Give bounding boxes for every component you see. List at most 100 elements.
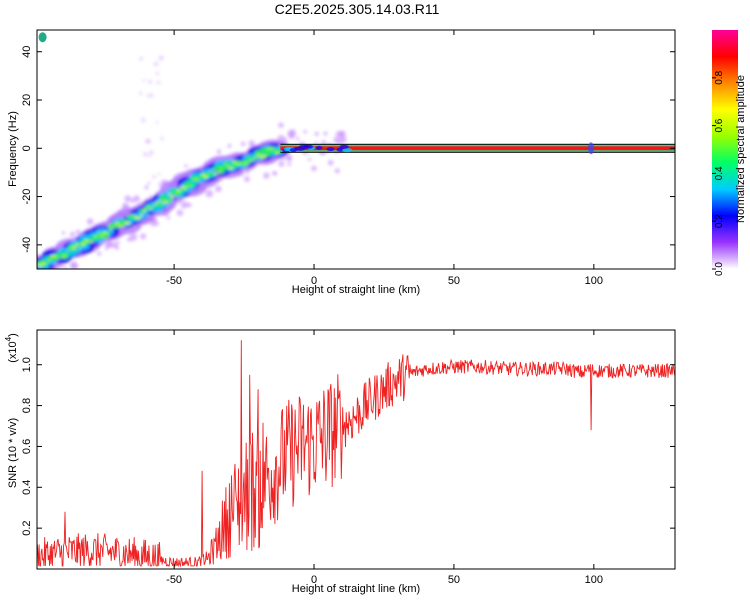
spectrogram-ridge-blob: [214, 165, 223, 171]
spectrogram-ridge-blob: [158, 199, 162, 202]
spectrogram-y-tick-label: 40: [21, 46, 33, 58]
spectrogram-ridge-blob: [209, 172, 216, 177]
zero-band-blob: [326, 147, 335, 152]
spectrogram-ridge-blob: [63, 255, 66, 257]
snr-y-tick-label: 0.8: [21, 398, 33, 413]
spectrogram-ridge-blob: [41, 262, 45, 265]
spectrogram-speck: [334, 168, 340, 174]
snr-y-tick-label: 0.6: [21, 439, 33, 454]
spectrogram-ridge-blob: [167, 193, 171, 195]
spectrogram-ridge-blob: [89, 235, 95, 239]
spectrogram-y-tick-label: -20: [21, 189, 33, 205]
spectrogram-ridge-blob: [244, 163, 248, 165]
zero-band-blob: [298, 144, 310, 149]
spectrogram-ridge-blob: [211, 169, 214, 171]
spectrogram-ridge-blob: [199, 181, 201, 183]
spectrogram-speck: [116, 240, 120, 245]
spectrogram-x-tick-label: -50: [166, 275, 182, 287]
spectrogram-ridge-blob: [204, 176, 209, 179]
spectrogram-ridge-blob: [259, 155, 264, 158]
snr-plot-area: [37, 330, 675, 569]
spectrogram-speck: [184, 164, 188, 168]
spectrogram-speck: [142, 151, 148, 157]
spectrogram-ridge-blob: [156, 203, 164, 208]
spectrogram-ridge-blob: [51, 256, 59, 261]
spectrogram-ridge-blob: [248, 160, 251, 162]
spectrogram-ridge-blob: [66, 249, 69, 251]
spectrogram-ridge-blob: [269, 148, 273, 150]
spectrogram-speck: [311, 165, 317, 172]
snr-series-line: [37, 340, 675, 568]
spectrogram-ridge-blob: [254, 156, 257, 158]
spectrogram-ridge-blob: [250, 157, 255, 161]
zero-band-blob: [342, 148, 353, 153]
spectrogram-ridge-blob: [208, 170, 211, 172]
spectrogram-ridge-blob: [183, 186, 187, 189]
spectrogram-speck: [336, 137, 343, 145]
spectrogram-speck: [314, 141, 318, 145]
snr-frame: [36, 329, 676, 570]
colorbar-ticks: 0.0 0.2 0.4 0.6 0.8: [712, 70, 725, 276]
spectrogram-ridge-blob: [88, 241, 91, 243]
spectrogram-ridge-blob: [109, 227, 113, 230]
spectrogram-ridge-blob: [224, 161, 232, 166]
spectrogram-ridge-blob: [85, 238, 93, 243]
spectrogram-ridge-blob: [70, 248, 72, 250]
spectrogram-x-tick-label: 50: [448, 275, 460, 287]
colorbar: 0.0 0.2 0.4 0.6 0.8 Normalized spectral ampl…: [712, 30, 747, 276]
snr-multiplier-base: (x10: [7, 341, 19, 362]
spectrogram-ridge-blob: [230, 164, 238, 169]
spectrogram-speck: [36, 272, 40, 276]
spectrogram-speck: [277, 134, 285, 143]
spectrogram-ridge-blob: [263, 151, 273, 157]
colorbar-tick-label: 0.6: [714, 118, 725, 132]
spectrogram-ridge-blob: [179, 185, 184, 189]
spectrogram-ridge-blob: [38, 264, 42, 267]
spectrogram-speck: [142, 79, 146, 83]
snr-x-tick-label: 100: [585, 574, 603, 586]
spectrogram-ridge-blob: [254, 150, 263, 156]
spectrogram-speck: [133, 195, 140, 203]
spectrogram-ridge-blob: [273, 147, 275, 149]
spectrogram-ridge-blob: [94, 235, 97, 238]
spectrogram-ridge-blob: [65, 251, 71, 255]
spectrogram-speck: [295, 136, 300, 141]
spectrogram-speck: [215, 185, 222, 193]
spectrogram-speck: [141, 117, 146, 123]
spectrogram-speck: [166, 216, 171, 220]
colorbar-tick-label: 0.2: [714, 214, 725, 228]
spectrogram-ridge-blob: [57, 258, 60, 260]
spectrogram-speck: [144, 185, 149, 190]
spectrogram-speck: [244, 176, 250, 183]
spectrogram-speck: [335, 130, 343, 138]
spectrogram-ridge-blob: [134, 216, 137, 218]
spectrogram-ridge-blob: [190, 185, 192, 187]
spectrogram-y-tick-label: 0: [21, 145, 33, 151]
spectrogram-ridge-blob: [242, 161, 245, 163]
spectrogram-ridge-blob: [186, 186, 189, 188]
spectrogram-speck: [323, 131, 328, 136]
spectrogram-ridge-blob: [174, 195, 177, 197]
spectrogram-speck: [61, 231, 66, 235]
spectrogram-ridge-blob: [220, 168, 223, 170]
spectrogram-ridge-blob: [193, 178, 195, 181]
spectrogram-speck: [69, 261, 78, 269]
snr-multiplier-exp: 4: [4, 336, 13, 341]
spectrogram-speck: [36, 269, 43, 276]
spectrogram-speck: [278, 122, 284, 128]
spectrogram-ridge-blob: [146, 206, 149, 208]
spectrogram-ridge-blob: [105, 230, 110, 234]
zero-band-blob: [588, 142, 595, 155]
snr-y-tick-label: 0.4: [21, 480, 33, 495]
spectrogram-speck: [158, 172, 161, 176]
spectrogram-ridge-blob: [220, 164, 229, 170]
spectrogram-ridge-blob: [100, 234, 103, 237]
spectrogram-x-tick-label: 100: [585, 275, 603, 287]
figure-title: C2E5.2025.305.14.03.R11: [275, 1, 440, 17]
spectrogram-speck: [155, 71, 160, 76]
spectrogram-ridge-blob: [140, 214, 144, 217]
spectrogram-ridge-blob: [48, 260, 51, 262]
spectrogram-y-label: Frequency (Hz): [7, 111, 19, 187]
spectrogram-y-tick-label: 20: [21, 94, 33, 106]
